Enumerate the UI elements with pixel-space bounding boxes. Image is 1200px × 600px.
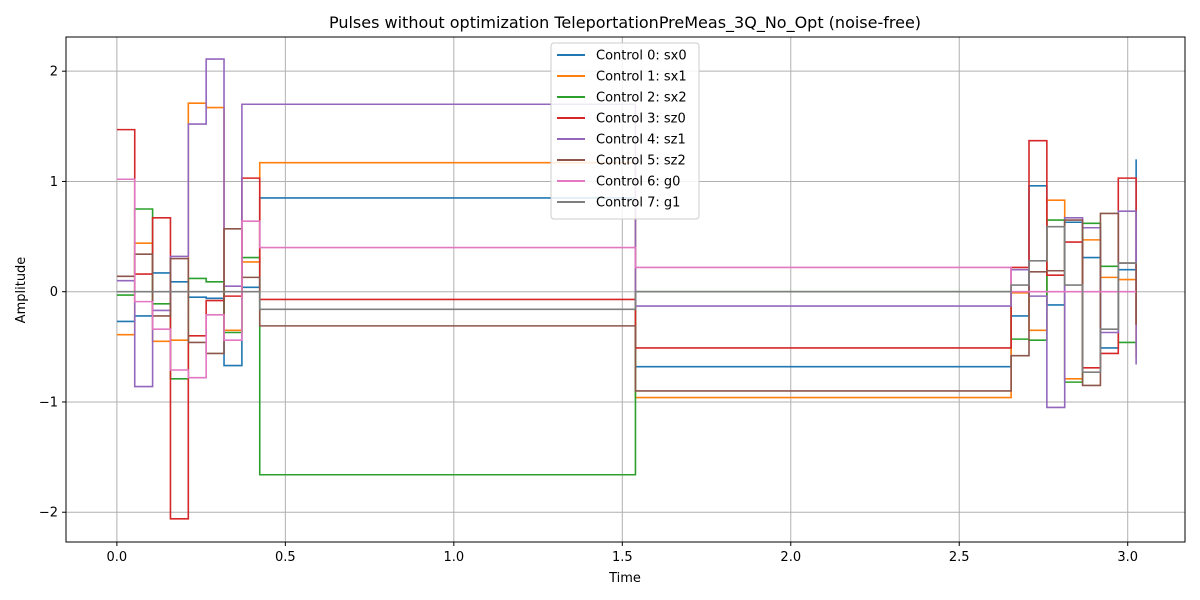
series-line-5 [116, 212, 1137, 392]
x-axis-ticks: 0.0 0.5 1.0 1.5 2.0 2.5 3.0 [107, 542, 1138, 565]
chart-title: Pulses without optimization Teleportatio… [329, 13, 921, 33]
legend-label: Control 2: sx2 [596, 91, 687, 106]
legend-label: Control 1: sx1 [596, 70, 687, 85]
legend-box [550, 42, 700, 220]
y-tick-label: 0 [50, 285, 58, 300]
legend-label: Control 0: sx0 [596, 49, 687, 64]
y-axis-label: Amplitude [14, 257, 29, 324]
series-line-2 [116, 208, 1137, 476]
y-tick-label: −1 [39, 395, 58, 410]
x-tick-label: 2.5 [949, 550, 970, 565]
legend-label: Control 3: sz0 [596, 112, 686, 127]
x-tick-label: 2.0 [780, 550, 801, 565]
x-tick-label: 0.0 [107, 550, 128, 565]
legend-label: Control 5: sz2 [596, 154, 686, 169]
legend-label: Control 4: sz1 [596, 133, 686, 148]
legend-label: Control 6: g0 [596, 175, 680, 190]
y-tick-label: 1 [50, 175, 58, 190]
y-axis-ticks: −2 −1 0 1 2 [39, 65, 66, 521]
series-line-7 [116, 225, 1137, 373]
y-tick-label: −2 [39, 506, 58, 521]
legend-label: Control 7: g1 [596, 196, 680, 211]
x-tick-label: 1.5 [612, 550, 633, 565]
y-tick-label: 2 [50, 65, 58, 80]
series-line-6 [116, 178, 1137, 379]
x-axis-label: Time [608, 571, 641, 586]
x-tick-label: 0.5 [275, 550, 296, 565]
x-tick-label: 3.0 [1117, 550, 1138, 565]
x-tick-label: 1.0 [443, 550, 464, 565]
legend: Control 0: sx0 Control 1: sx1 Control 2: s… [550, 42, 700, 220]
plot-frame [65, 36, 1186, 543]
